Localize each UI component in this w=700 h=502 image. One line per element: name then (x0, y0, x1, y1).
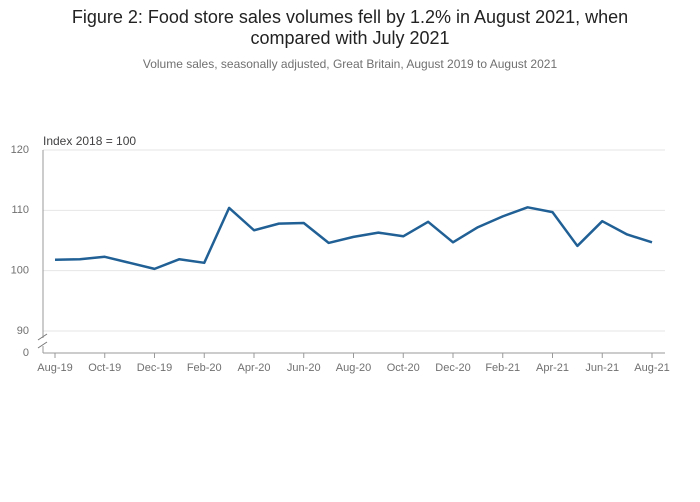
x-tick-label: Dec-20 (435, 362, 470, 374)
y-axis-label: Index 2018 = 100 (43, 134, 136, 148)
chart-title-line2: compared with July 2021 (250, 28, 449, 48)
y-tick-label: 120 (11, 144, 29, 156)
x-tick-label: Jun-20 (287, 362, 321, 374)
x-tick-label: Dec-19 (137, 362, 172, 374)
y-tick-label: 0 (23, 347, 29, 359)
chart-title: Figure 2: Food store sales volumes fell … (72, 7, 628, 27)
x-tick-label: Jun-21 (585, 362, 619, 374)
chart-subtitle: Volume sales, seasonally adjusted, Great… (143, 57, 558, 71)
x-tick-label: Aug-19 (37, 362, 72, 374)
y-tick-label: 110 (11, 204, 29, 216)
x-tick-label: Oct-19 (88, 362, 121, 374)
x-tick-label: Aug-20 (336, 362, 371, 374)
axis-break (37, 333, 48, 349)
x-tick-label: Feb-20 (187, 362, 222, 374)
series-line (54, 206, 653, 271)
x-tick-label: Feb-21 (485, 362, 520, 374)
x-tick-label: Aug-21 (634, 362, 669, 374)
y-tick-label: 90 (17, 325, 29, 337)
x-tick-label: Apr-21 (536, 362, 569, 374)
x-tick-label: Oct-20 (387, 362, 420, 374)
y-tick-label: 100 (11, 265, 29, 277)
x-tick-label: Apr-20 (237, 362, 270, 374)
